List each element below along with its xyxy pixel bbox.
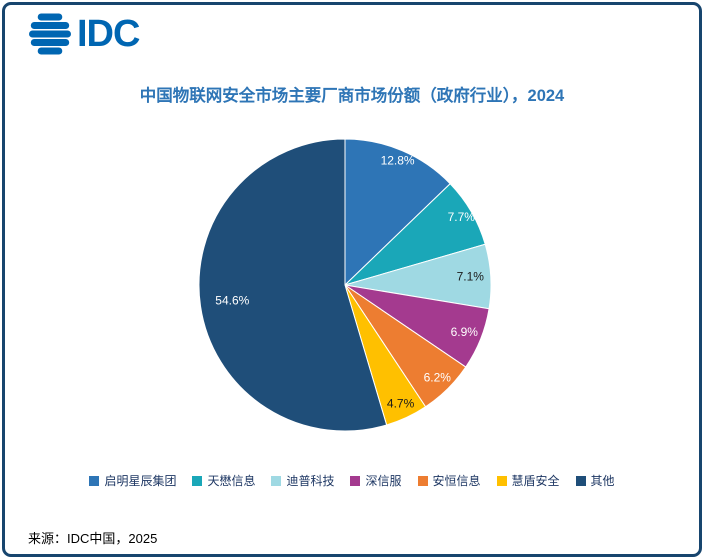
legend-item-4: 安恒信息 [417,472,481,489]
idc-logo-text: IDC [77,13,140,55]
legend-swatch-1 [192,475,203,486]
legend-item-2: 迪普科技 [271,472,334,489]
legend-item-3: 深信服 [350,472,402,489]
slice-label-6: 54.6% [215,294,249,308]
legend-item-6: 其他 [575,472,615,489]
idc-globe-icon [29,13,71,55]
slice-label-2: 7.1% [457,270,485,284]
pie-slice-6 [198,138,388,432]
legend-item-0: 启明星辰集团 [89,472,176,489]
legend-item-5: 慧盾安全 [496,472,560,489]
legend-swatch-3 [350,475,361,486]
legend-label-4: 安恒信息 [432,474,481,488]
legend-label-2: 迪普科技 [286,474,335,488]
slice-label-3: 6.9% [451,325,479,339]
chart-title: 中国物联网安全市场主要厂商市场份额（政府行业），2024 [139,87,565,105]
legend-swatch-0 [89,475,100,486]
idc-logo: IDC [28,12,140,56]
legend-label-5: 慧盾安全 [511,474,560,488]
legend-swatch-4 [417,475,428,486]
slice-label-4: 6.2% [424,371,452,385]
legend-item-1: 天懋信息 [192,472,255,489]
legend-label-0: 启明星辰集团 [104,474,177,488]
slice-label-0: 12.8% [381,154,415,168]
slice-label-1: 7.7% [448,210,476,224]
source-text: 来源：IDC中国，2025 [28,531,158,546]
legend-swatch-5 [496,475,507,486]
legend-swatch-2 [271,475,282,486]
legend-swatch-6 [575,475,586,486]
legend-label-6: 其他 [590,474,615,488]
slice-label-5: 4.7% [387,396,415,410]
legend-label-1: 天懋信息 [207,474,256,488]
pie-slice-0 [344,138,451,287]
legend: 启明星辰集团 天懋信息 迪普科技 深信服 安恒信息 慧盾安全 其他 [0,472,704,489]
legend-label-3: 深信服 [365,474,402,488]
